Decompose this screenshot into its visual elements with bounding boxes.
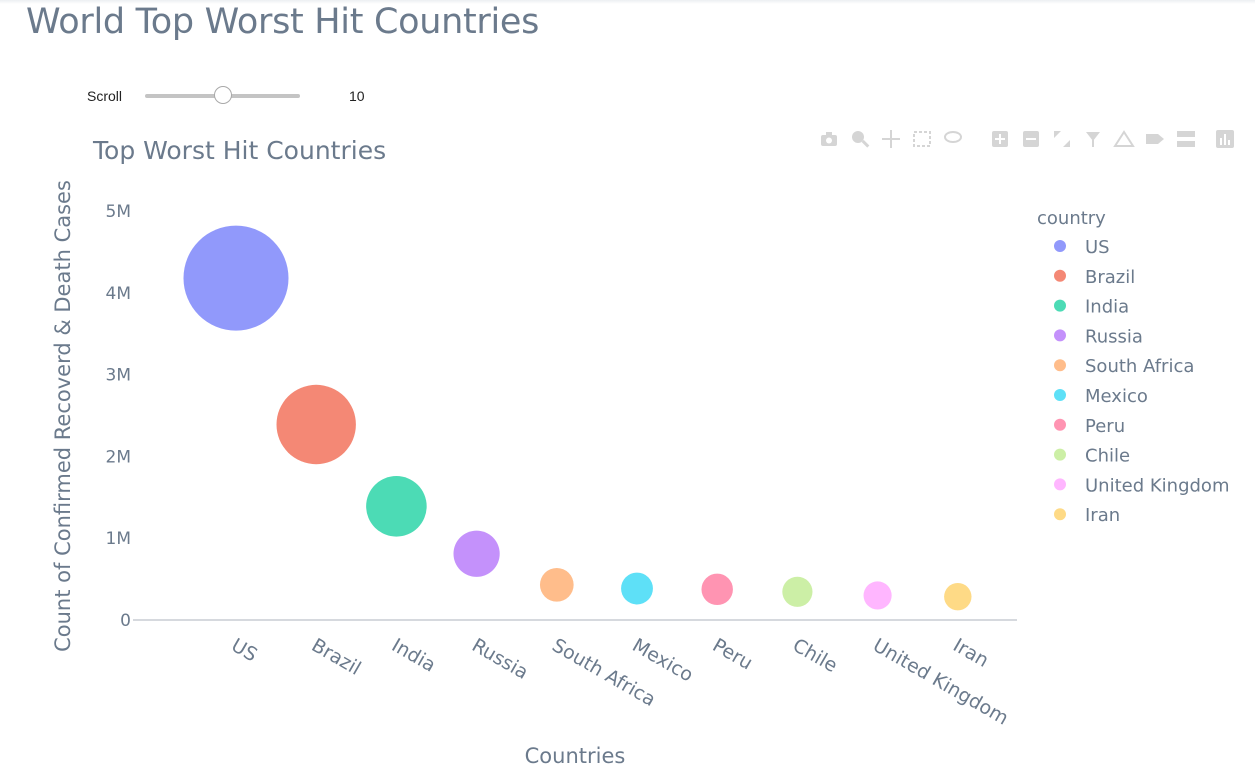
legend-marker[interactable] [1054, 240, 1066, 252]
spike-lines-icon[interactable] [1113, 128, 1135, 150]
x-tick-label: Brazil [308, 634, 365, 680]
reset-axes-icon[interactable] [1082, 128, 1104, 150]
data-point-peru[interactable] [701, 573, 733, 606]
legend-title: country [1037, 208, 1106, 229]
x-tick-label: Mexico [629, 634, 697, 686]
y-tick-label: 4M [106, 284, 131, 304]
x-tick-label: Peru [709, 634, 757, 674]
legend-item-label[interactable]: Chile [1085, 446, 1130, 467]
x-tick-label: US [228, 634, 261, 666]
data-point-iran[interactable] [944, 582, 972, 611]
lasso-select-icon[interactable] [942, 128, 964, 150]
pan-icon[interactable] [880, 128, 902, 150]
page-title: World Top Worst Hit Countries [26, 2, 540, 42]
legend-item-label[interactable]: US [1085, 237, 1110, 258]
x-tick-label: India [388, 634, 439, 676]
legend-marker[interactable] [1054, 359, 1066, 372]
y-axis-label: Count of Confirmed Recoverd & Death Case… [51, 180, 75, 652]
hover-compare-icon[interactable] [1175, 128, 1197, 150]
data-point-chile[interactable] [782, 576, 813, 607]
data-point-mexico[interactable] [621, 572, 653, 605]
x-axis-label: Countries [525, 744, 626, 768]
x-tick-label: United Kingdom [869, 634, 1012, 729]
legend-marker[interactable] [1054, 448, 1066, 461]
slider-handle[interactable] [213, 86, 232, 104]
legend-item-label[interactable]: Peru [1085, 416, 1125, 437]
legend-marker[interactable] [1054, 389, 1066, 401]
box-select-icon[interactable] [911, 128, 933, 150]
chart-title: Top Worst Hit Countries [92, 136, 386, 165]
legend-item-label[interactable]: South Africa [1085, 356, 1194, 377]
legend-item-label[interactable]: Iran [1085, 505, 1120, 526]
y-tick-label: 5M [106, 202, 131, 222]
legend-marker[interactable] [1054, 329, 1066, 342]
x-tick-label: Russia [468, 634, 532, 684]
legend-marker[interactable] [1054, 418, 1066, 431]
legend-marker[interactable] [1054, 269, 1066, 282]
legend-marker[interactable] [1054, 478, 1066, 491]
y-tick-label: 1M [106, 529, 131, 549]
slider-label: Scroll [87, 88, 123, 104]
y-tick-label: 2M [106, 447, 131, 467]
data-point-south-africa[interactable] [539, 567, 574, 602]
camera-icon[interactable] [818, 128, 840, 150]
plotly-logo-icon[interactable] [1214, 128, 1236, 150]
plot-modebar [818, 128, 1243, 152]
data-point-us[interactable] [183, 225, 289, 331]
zoom-in-icon[interactable] [989, 128, 1011, 150]
slider-track[interactable] [145, 86, 300, 104]
legend-item-label[interactable]: Mexico [1085, 386, 1148, 407]
x-tick-label: Iran [949, 634, 992, 672]
data-point-russia[interactable] [453, 530, 500, 577]
data-point-india[interactable] [366, 476, 427, 537]
data-point-united-kingdom[interactable] [863, 581, 892, 610]
legend-item-label[interactable]: Brazil [1085, 267, 1135, 288]
legend-item-label[interactable]: Russia [1085, 326, 1143, 347]
slider-value: 10 [349, 88, 365, 104]
legend-marker[interactable] [1054, 299, 1066, 312]
hover-closest-icon[interactable] [1144, 128, 1166, 150]
legend-item-label[interactable]: India [1085, 297, 1129, 318]
top-shadow [0, 0, 1255, 4]
legend-marker[interactable] [1054, 508, 1066, 521]
x-tick-label: Chile [789, 634, 841, 677]
y-tick-label: 0 [120, 611, 131, 631]
data-point-brazil[interactable] [276, 384, 356, 465]
zoom-icon[interactable] [849, 128, 871, 150]
autoscale-icon[interactable] [1051, 128, 1073, 150]
y-tick-label: 3M [106, 366, 131, 386]
legend-item-label[interactable]: United Kingdom [1085, 475, 1229, 496]
zoom-out-icon[interactable] [1020, 128, 1042, 150]
